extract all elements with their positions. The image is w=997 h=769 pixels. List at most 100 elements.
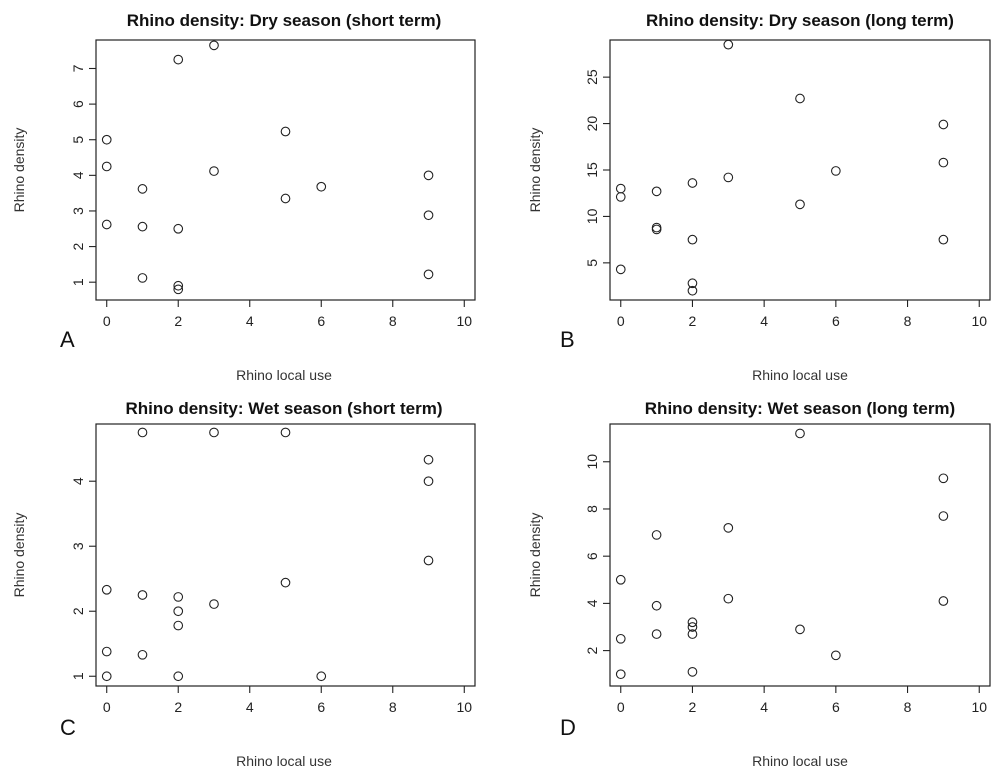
data-point bbox=[101, 134, 112, 145]
data-point bbox=[209, 40, 219, 51]
y-tick-label: 7 bbox=[70, 64, 86, 72]
data-point bbox=[687, 278, 698, 289]
y-axis-label: Rhino density bbox=[527, 513, 543, 598]
x-tick-label: 4 bbox=[246, 313, 254, 329]
data-point bbox=[723, 39, 734, 50]
y-tick-label: 2 bbox=[70, 607, 86, 615]
x-tick-label: 8 bbox=[389, 313, 397, 329]
data-point bbox=[687, 629, 698, 639]
panel-letter: C bbox=[60, 715, 76, 740]
y-tick-label: 10 bbox=[584, 454, 600, 470]
data-point bbox=[316, 181, 327, 192]
data-point bbox=[173, 223, 184, 234]
data-point bbox=[795, 428, 805, 439]
data-point bbox=[173, 280, 184, 291]
x-tick-label: 6 bbox=[832, 699, 840, 715]
data-point bbox=[687, 234, 698, 245]
data-point bbox=[173, 54, 184, 65]
x-tick-label: 4 bbox=[760, 313, 768, 329]
plot-frame bbox=[95, 39, 476, 301]
data-point bbox=[651, 600, 662, 611]
data-point bbox=[173, 592, 184, 602]
data-point bbox=[687, 617, 698, 628]
data-point bbox=[280, 126, 291, 137]
y-tick-label: 6 bbox=[584, 552, 600, 560]
x-axis-label: Rhino local use bbox=[752, 367, 848, 383]
y-tick-label: 10 bbox=[584, 208, 600, 224]
x-tick-label: 0 bbox=[103, 699, 111, 715]
panel-b: Rhino density: Dry season (long term) Rh… bbox=[527, 11, 991, 383]
panel-letter: B bbox=[560, 327, 575, 352]
data-point bbox=[795, 93, 805, 104]
x-tick-label: 2 bbox=[689, 699, 697, 715]
data-point bbox=[723, 172, 734, 183]
data-point bbox=[173, 284, 184, 295]
data-point bbox=[615, 633, 626, 644]
data-point bbox=[423, 555, 434, 566]
x-tick-label: 4 bbox=[246, 699, 254, 715]
panel-title: Rhino density: Dry season (long term) bbox=[646, 11, 954, 30]
data-point bbox=[830, 650, 841, 661]
data-point bbox=[101, 584, 112, 595]
y-tick-label: 4 bbox=[584, 599, 600, 607]
data-point bbox=[423, 170, 434, 181]
data-point bbox=[687, 178, 698, 188]
panel-letter: A bbox=[60, 327, 75, 352]
y-tick-label: 15 bbox=[584, 162, 600, 178]
y-tick-label: 5 bbox=[70, 136, 86, 144]
x-tick-label: 6 bbox=[832, 313, 840, 329]
x-tick-label: 10 bbox=[971, 313, 987, 329]
y-tick-label: 2 bbox=[70, 242, 86, 250]
x-tick-label: 2 bbox=[174, 699, 182, 715]
data-point bbox=[280, 577, 291, 588]
x-tick-label: 6 bbox=[317, 313, 325, 329]
y-tick-label: 2 bbox=[584, 646, 600, 654]
data-point bbox=[423, 476, 434, 487]
data-point bbox=[137, 273, 148, 283]
x-tick-label: 0 bbox=[617, 699, 625, 715]
plot-area: 0 2 4 6 8 10 2 4 6 8 10 bbox=[584, 423, 991, 715]
data-point bbox=[101, 646, 112, 657]
plot-area: 0 2 4 6 8 10 5 10 15 20 25 bbox=[584, 39, 991, 329]
y-tick-label: 1 bbox=[70, 672, 86, 680]
data-point bbox=[137, 427, 148, 438]
data-point bbox=[615, 264, 626, 275]
data-point bbox=[316, 671, 327, 682]
panel-a: Rhino density: Dry season (short term) R… bbox=[11, 11, 476, 383]
y-tick-label: 3 bbox=[70, 207, 86, 215]
x-axis-label: Rhino local use bbox=[236, 753, 332, 769]
x-axis-label: Rhino local use bbox=[752, 753, 848, 769]
data-point bbox=[173, 620, 184, 631]
x-tick-label: 4 bbox=[760, 699, 768, 715]
panel-title: Rhino density: Wet season (long term) bbox=[645, 399, 955, 418]
data-point bbox=[280, 427, 291, 438]
data-point bbox=[209, 427, 219, 438]
y-tick-label: 1 bbox=[70, 278, 86, 286]
x-tick-label: 2 bbox=[689, 313, 697, 329]
x-tick-label: 10 bbox=[456, 699, 472, 715]
x-axis-label: Rhino local use bbox=[236, 367, 332, 383]
y-axis-label: Rhino density bbox=[527, 128, 543, 213]
data-point bbox=[651, 224, 662, 235]
data-point bbox=[723, 523, 734, 533]
data-point bbox=[651, 629, 662, 639]
data-point bbox=[723, 593, 734, 604]
y-axis-label: Rhino density bbox=[11, 128, 27, 213]
data-point bbox=[137, 221, 148, 232]
data-point bbox=[423, 454, 434, 465]
data-point bbox=[615, 669, 626, 680]
y-tick-label: 6 bbox=[70, 100, 86, 108]
data-point bbox=[137, 649, 148, 660]
data-point bbox=[687, 666, 698, 677]
data-point bbox=[137, 184, 148, 194]
panel-c: Rhino density: Wet season (short term) R… bbox=[11, 399, 476, 769]
y-tick-label: 4 bbox=[70, 171, 86, 179]
x-tick-label: 0 bbox=[617, 313, 625, 329]
x-tick-label: 8 bbox=[904, 313, 912, 329]
data-point bbox=[687, 622, 698, 632]
data-point bbox=[173, 606, 184, 617]
